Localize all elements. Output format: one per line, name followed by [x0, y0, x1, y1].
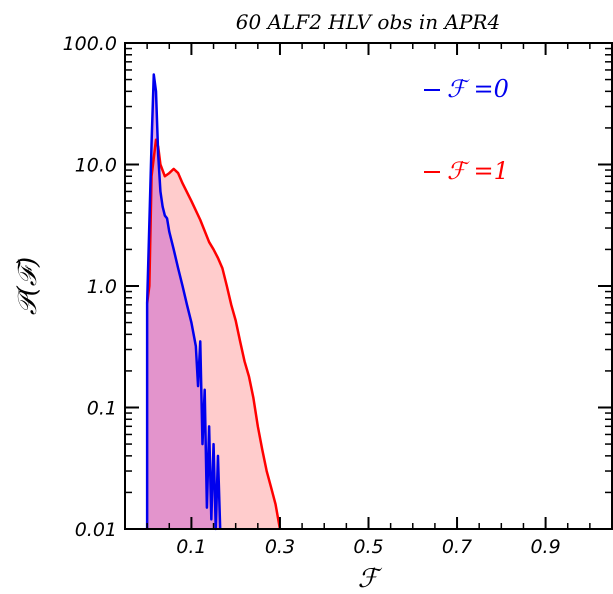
x-tick-labels: 0.1 0.3 0.5 0.7 0.9	[176, 536, 560, 558]
x-tick-label: 0.3	[265, 536, 295, 558]
y-tick-label: 1.0	[87, 276, 117, 298]
series-area-0	[147, 74, 221, 530]
series-fills	[147, 74, 280, 530]
x-axis-label: ℱ	[358, 564, 383, 594]
legend-label: ℱ =1	[447, 157, 509, 185]
y-axis-label: 𝒫(ℱ)	[13, 257, 43, 315]
legend: ℱ =0 ℱ =1	[424, 75, 509, 185]
axis-ticks	[125, 42, 612, 530]
y-tick-labels: 100.0 10.0 1.0 0.1 0.01	[63, 33, 117, 541]
x-tick-label: 0.9	[530, 536, 560, 558]
y-tick-label: 100.0	[63, 33, 117, 55]
x-tick-label: 0.7	[442, 536, 472, 558]
x-tick-label: 0.1	[176, 536, 206, 558]
y-tick-label: 0.01	[75, 519, 117, 541]
chart-title: 60 ALF2 HLV obs in APR4	[236, 10, 500, 34]
x-tick-label: 0.5	[353, 536, 383, 558]
series-lines	[145, 73, 282, 531]
legend-label: ℱ =0	[447, 75, 509, 103]
series-line-0	[145, 73, 222, 531]
y-tick-label: 0.1	[87, 398, 117, 420]
y-tick-label: 10.0	[75, 155, 117, 177]
series-line-1	[145, 138, 282, 530]
